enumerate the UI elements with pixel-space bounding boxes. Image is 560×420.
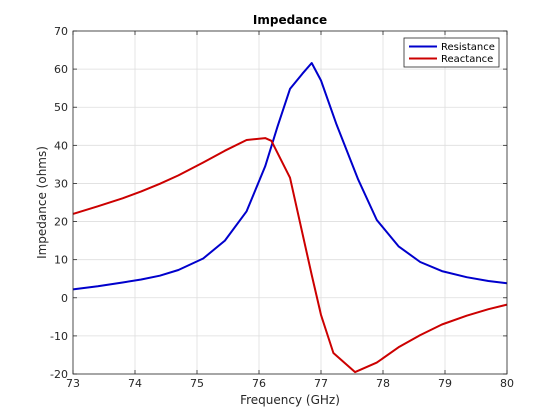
- series-lines: [72, 62, 508, 374]
- y-tick-label: 20: [54, 216, 68, 229]
- legend-label-resistance: Resistance: [441, 42, 495, 53]
- series-line-reactance: [72, 137, 508, 374]
- y-tick-label: 40: [54, 139, 68, 152]
- legend-label-reactance: Reactance: [441, 54, 493, 65]
- plot-area: [73, 31, 507, 374]
- x-tick-label: 79: [438, 377, 452, 390]
- x-tick-label: 75: [190, 377, 204, 390]
- axis-ticks: [72, 30, 508, 375]
- y-tick-label: 30: [54, 177, 68, 190]
- y-tick-label: 10: [54, 254, 68, 267]
- y-axis-label: Impedance (ohms): [35, 146, 49, 259]
- chart-title: Impedance: [253, 13, 327, 27]
- legend-box: [403, 37, 500, 68]
- y-tick-label: 0: [61, 292, 68, 305]
- plot-frame: [72, 30, 508, 375]
- y-tick-label: -20: [50, 368, 68, 381]
- series-line-resistance: [72, 62, 508, 291]
- axis-tick-labels: 73 74 75 76 77 78 79 80 -20 -10 0 10 20 30 40 50 60 70: [50, 25, 514, 390]
- x-tick-label: 80: [500, 377, 514, 390]
- x-axis-label: Frequency (GHz): [240, 393, 340, 407]
- x-tick-label: 77: [314, 377, 328, 390]
- x-tick-label: 78: [376, 377, 390, 390]
- y-tick-label: 50: [54, 101, 68, 114]
- legend: Resistance Reactance: [403, 37, 500, 68]
- x-tick-label: 73: [66, 377, 80, 390]
- x-tick-label: 76: [252, 377, 266, 390]
- y-tick-label: 70: [54, 25, 68, 38]
- y-tick-label: 60: [54, 63, 68, 76]
- x-tick-label: 74: [128, 377, 142, 390]
- y-tick-label: -10: [50, 330, 68, 343]
